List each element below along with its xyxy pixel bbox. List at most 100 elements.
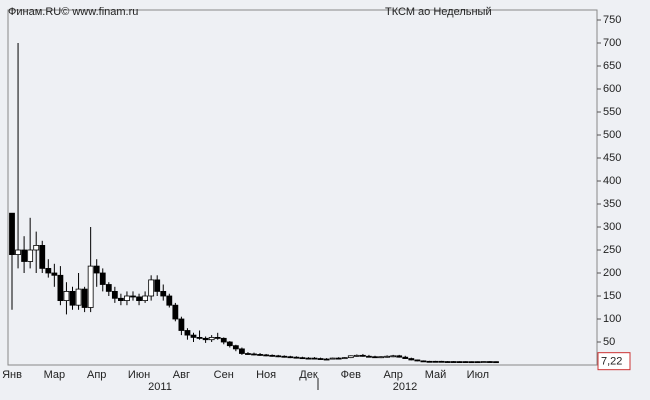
candle-body [305,357,312,360]
candle-body [293,356,300,359]
candle-body [166,295,173,306]
candle-body [124,295,130,301]
plot-area [7,9,598,366]
y-tick-label: 350 [603,198,621,210]
candle-body [57,274,64,301]
candle-body [493,361,499,364]
candle-body [263,354,270,357]
candle-body [220,337,227,343]
candle-body [208,336,215,341]
year-label: 2012 [393,381,417,393]
candle-body [311,357,318,360]
candle-body [196,336,203,339]
last-value-label: 7,22 [601,356,622,368]
candle-body [359,354,366,357]
candle-body [287,356,294,359]
y-tick-label: 300 [603,221,621,233]
x-tick-label: Июн [128,369,150,381]
candle-body [390,355,397,358]
candle-body [33,244,40,251]
x-tick-label: Сен [214,369,234,381]
candle-body [81,288,88,308]
candle-body [15,249,21,255]
x-tick-label: Апр [87,369,106,381]
candle-body [347,355,354,359]
candle-body [178,318,185,331]
candle-body [335,357,342,360]
candle-body [226,341,233,347]
candle-body [299,357,306,360]
candle-body [202,337,209,341]
candle-body [438,360,445,363]
candle-body [251,353,257,356]
candle-body [462,361,469,363]
candle-body [118,297,124,301]
candle-body [281,355,288,358]
candle-body [160,290,167,297]
x-tick-label: Дек [299,369,318,381]
y-tick-label: 400 [603,175,621,187]
candle-body [269,354,276,357]
candle-body [353,354,360,357]
candle-body [426,360,433,363]
candle-body [384,355,391,358]
x-tick-label: Апр [383,369,402,381]
candle-body [130,295,136,298]
year-label: 2011 [148,381,172,393]
candle-body [480,361,487,363]
candle-body [414,359,421,362]
candle-body [172,304,179,320]
candle-body [450,361,457,363]
y-tick-label: 750 [603,14,621,26]
y-tick-label: 150 [603,290,621,302]
candle-body [329,357,336,360]
candle-body [468,361,475,364]
candle-body [39,244,46,269]
candle-body [402,356,409,359]
candle-body [232,345,239,350]
x-tick-label: Май [425,369,447,381]
x-tick-label: Фев [341,369,361,381]
candle-body [87,265,94,308]
candle-body [111,290,118,299]
candle-body [51,272,58,276]
candle-body [148,279,155,297]
candle-body [9,212,15,255]
candle-body [142,295,149,301]
candle-body [275,355,282,358]
y-tick-label: 550 [603,106,621,118]
candle-body [27,249,34,262]
candle-body [341,357,348,360]
candle-body [444,361,451,363]
candle-body [396,355,403,358]
candle-body [420,360,427,363]
x-tick-label: Ноя [256,369,276,381]
candle-body [93,265,100,274]
candle-body [214,336,221,339]
candle-body [487,361,493,363]
candle-body [257,354,263,356]
candle-body [378,356,384,359]
candle-body [154,279,161,292]
x-tick-label: Мар [44,369,66,381]
source: Финам.RU© www.finam.ru [8,6,138,18]
candle-body [184,330,191,336]
y-tick-label: 250 [603,244,621,256]
candle-body [323,358,330,361]
candle-body [63,290,70,301]
candle-body [366,355,372,358]
candle-body [317,358,324,360]
candle-body [21,249,28,262]
y-tick-label: 500 [603,129,621,141]
y-tick-label: 50 [603,336,615,348]
candle-body [45,267,52,274]
candle-body [245,353,251,355]
candle-body [372,356,378,359]
candle-body [456,361,463,363]
candle-body [69,290,76,306]
candle-body [474,361,481,364]
candle-body [136,296,142,302]
candle-body [105,284,112,292]
